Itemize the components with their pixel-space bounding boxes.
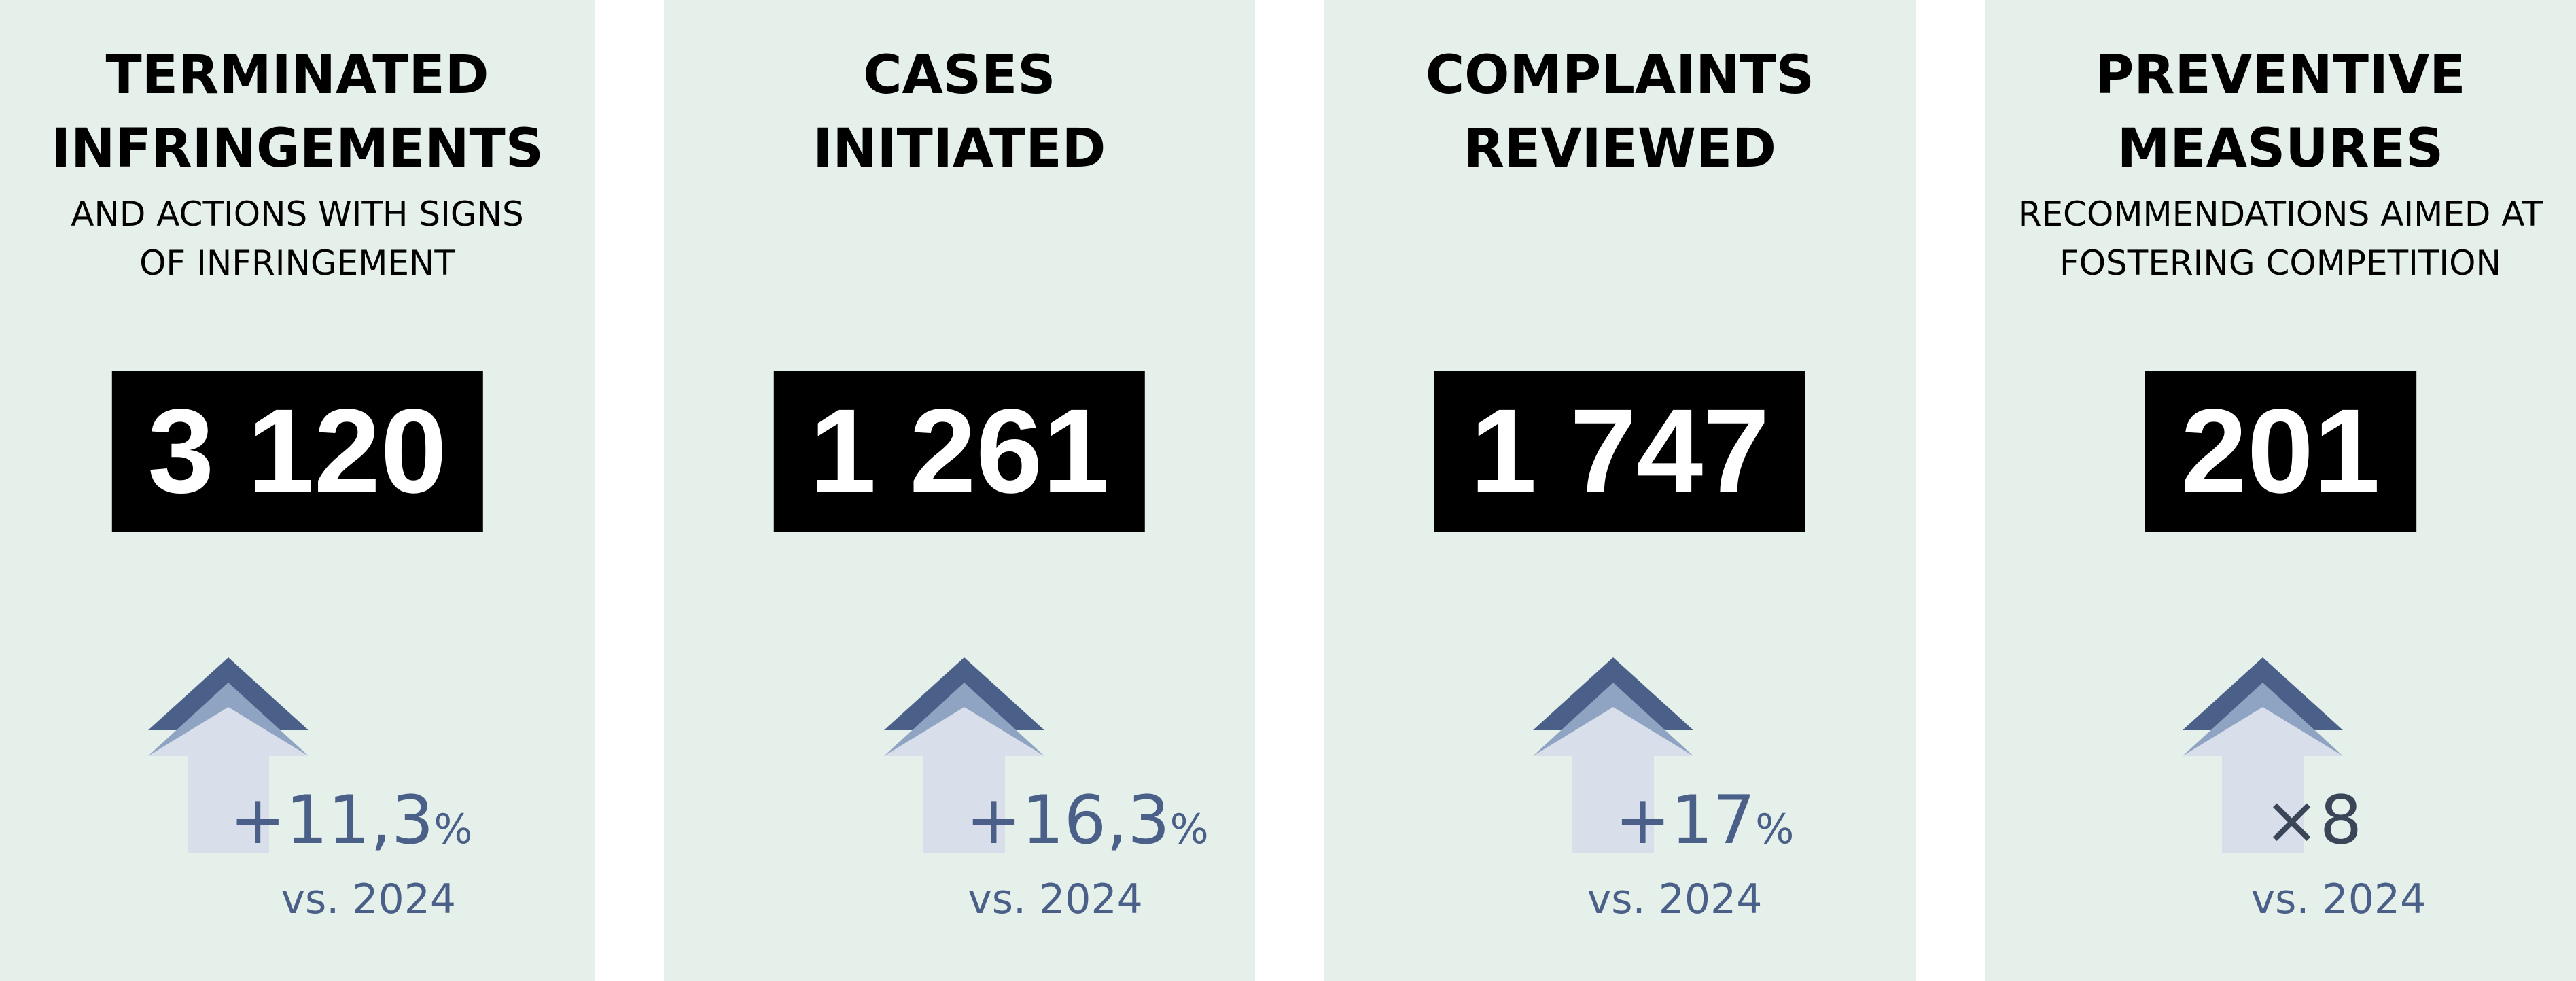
card-title: INFRINGEMENTS	[51, 118, 544, 179]
change-number: +16,3	[966, 782, 1170, 859]
up-arrow-icon	[1533, 657, 1694, 853]
card-subtitle: FOSTERING COMPETITION	[2059, 243, 2501, 283]
change-number: +11,3	[230, 782, 434, 859]
change-number: +17	[1615, 782, 1756, 859]
card-subtitle: OF INFRINGEMENT	[139, 243, 455, 283]
stat-card: TERMINATED INFRINGEMENTS AND ACTIONS WITH …	[0, 0, 595, 981]
change-unit: %	[1169, 806, 1209, 853]
card-subtitle: AND ACTIONS WITH SIGNS	[71, 194, 524, 234]
change-value: +17%	[1615, 782, 1794, 859]
change-value: +16,3%	[966, 782, 1208, 859]
up-arrow-icon	[884, 657, 1045, 853]
comparison-label: vs. 2024	[2251, 876, 2427, 923]
stat-value: 3 120	[111, 371, 483, 532]
card-title: PREVENTIVE	[2095, 45, 2466, 106]
card-subtitle: RECOMMENDATIONS AIMED AT	[2017, 194, 2543, 234]
card-title: CASES	[863, 45, 1056, 106]
card-title: REVIEWED	[1463, 118, 1776, 179]
comparison-label: vs. 2024	[968, 876, 1143, 923]
stat-card: COMPLAINTS REVIEWED 1 747 +17% vs. 2024	[1324, 0, 1916, 981]
change-value: +11,3%	[230, 782, 472, 859]
card-title: TERMINATED	[105, 45, 489, 106]
stat-value: 201	[2145, 371, 2416, 532]
change-unit: %	[434, 806, 473, 853]
change-value: ×8	[2264, 782, 2362, 859]
change-unit: %	[1755, 806, 1795, 853]
stat-card: CASES INITIATED 1 261 +16,3% vs. 2024	[663, 0, 1255, 981]
up-arrow-icon	[148, 657, 309, 853]
up-arrow-icon	[2182, 657, 2343, 853]
card-title: INITIATED	[813, 118, 1106, 179]
card-title: COMPLAINTS	[1425, 45, 1814, 106]
card-title: MEASURES	[2117, 118, 2444, 179]
comparison-label: vs. 2024	[1587, 876, 1763, 923]
stat-value: 1 747	[1434, 371, 1806, 532]
stat-card: PREVENTIVE MEASURES RECOMMENDATIONS AIMED …	[1984, 0, 2576, 981]
comparison-label: vs. 2024	[281, 876, 457, 923]
change-number: ×8	[2263, 782, 2363, 859]
stat-value: 1 261	[773, 371, 1146, 532]
